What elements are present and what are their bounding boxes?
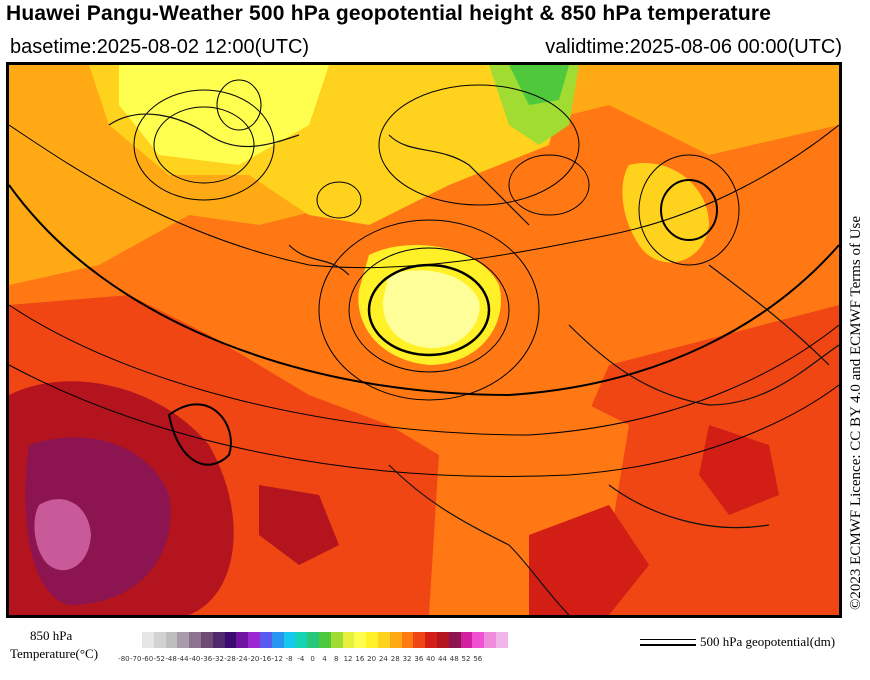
colorbar-swatch [177, 632, 190, 648]
colorbar-tick-label: -24 [236, 655, 248, 663]
colorbar-tick-label: 12 [343, 655, 353, 663]
colorbar-tick-label: -36 [200, 655, 213, 663]
geopotential-contour-icon [9, 79, 839, 477]
weather-map [6, 62, 842, 618]
colorbar-tick-label: 24 [378, 655, 388, 663]
colorbar-tick-label: -28 [224, 655, 236, 663]
colorbar-tick-label: 0 [310, 655, 315, 663]
colorbar-swatch [448, 632, 461, 648]
colorbar-tick-label: -52 [153, 655, 165, 663]
colorbar-swatch [271, 632, 284, 648]
colorbar-tick-label: -20 [247, 655, 260, 663]
colorbar-tick-label: 36 [414, 655, 424, 663]
temperature-field [9, 65, 839, 615]
chart-title: Huawei Pangu-Weather 500 hPa geopotentia… [6, 2, 772, 25]
colorbar-tick-label: -32 [212, 655, 224, 663]
colorbar-tick-label: -48 [165, 655, 177, 663]
colorbar-swatch [484, 632, 496, 648]
colorbar-tick-label: 48 [449, 655, 459, 663]
basetime-label: basetime:2025-08-02 12:00(UTC) [10, 36, 310, 58]
geopotential-legend: 500 hPa geopotential(dm) [640, 634, 835, 650]
colorbar-swatch [330, 632, 343, 648]
colorbar-swatch [200, 632, 213, 648]
colorbar-tick-label: 16 [355, 655, 365, 663]
colorbar-tick-label: -60 [141, 655, 154, 663]
colorbar-tick-label: -44 [177, 655, 189, 663]
colorbar-swatch [165, 632, 178, 648]
colorbar-swatch [236, 632, 249, 648]
colorbar-swatch [142, 632, 154, 648]
colorbar-swatch [153, 632, 166, 648]
temperature-colorbar-ticks: -80 -70 -60 -52 -48 -44 -40 -36 -32 -28 -24 -20 -16-… [118, 655, 484, 663]
colorbar-swatch [460, 632, 473, 648]
colorbar-swatch [495, 632, 508, 648]
colorbar-swatch [342, 632, 355, 648]
colorbar-swatch [307, 632, 319, 648]
colorbar-swatch [248, 632, 260, 648]
colorbar-swatch [318, 632, 331, 648]
colorbar-swatch [366, 632, 378, 648]
colorbar-tick-label: -40 [188, 655, 201, 663]
colorbar-tick-label: -4 [297, 655, 305, 663]
colorbar-tick-label: 4 [322, 655, 327, 663]
colorbar-tick-label: 28 [390, 655, 400, 663]
temperature-colorbar [142, 632, 508, 648]
colorbar-swatch [295, 632, 308, 648]
colorbar-tick-label: 40 [426, 655, 436, 663]
validtime-label: validtime:2025-08-06 00:00(UTC) [545, 36, 842, 58]
colorbar-swatch [401, 632, 414, 648]
temperature-legend-unit: Temperature(°C) [10, 646, 99, 661]
colorbar-tick-label: 32 [402, 655, 412, 663]
colorbar-swatch [224, 632, 237, 648]
colorbar-tick-label: -80 [118, 655, 130, 663]
colorbar-swatch [259, 632, 272, 648]
colorbar-tick-label: 56 [473, 655, 483, 663]
temperature-legend-title: 850 hPa [30, 628, 73, 643]
colorbar-tick-label: -12 [271, 655, 283, 663]
colorbar-tick-label: 20 [367, 655, 377, 663]
colorbar-swatch [189, 632, 201, 648]
colorbar-tick-label: 8 [334, 655, 339, 663]
licence-text: ©2023 ECMWF Licence: CC BY 4.0 and ECMWF… [848, 215, 864, 610]
colorbar-tick-label: 52 [461, 655, 471, 663]
colorbar-tick-label: 44 [437, 655, 447, 663]
coastline-outline-icon [108, 113, 839, 615]
colorbar-swatch [377, 632, 390, 648]
colorbar-swatch [212, 632, 225, 648]
colorbar-swatch [283, 632, 296, 648]
colorbar-tick-label: -16 [259, 655, 272, 663]
geopotential-line-icon [640, 636, 696, 648]
colorbar-swatch [389, 632, 402, 648]
colorbar-swatch [425, 632, 437, 648]
colorbar-swatch [413, 632, 426, 648]
colorbar-swatch [354, 632, 367, 648]
colorbar-swatch [472, 632, 485, 648]
colorbar-swatch [436, 632, 449, 648]
colorbar-tick-label: -70 [129, 655, 142, 663]
colorbar-tick-label: -8 [285, 655, 293, 663]
geopotential-legend-label: 500 hPa geopotential(dm) [700, 634, 836, 649]
